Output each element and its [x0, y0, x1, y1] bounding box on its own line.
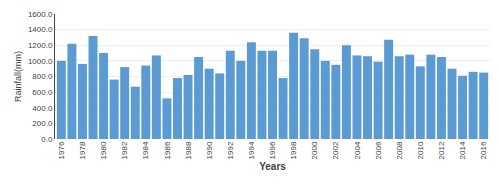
- svg-text:1400.0: 1400.0: [28, 25, 53, 34]
- svg-text:1990: 1990: [205, 141, 214, 159]
- svg-text:600.0: 600.0: [32, 88, 53, 97]
- svg-text:1980: 1980: [99, 141, 108, 159]
- svg-text:2006: 2006: [374, 141, 383, 159]
- svg-text:2004: 2004: [353, 141, 362, 159]
- svg-text:1978: 1978: [78, 141, 87, 159]
- svg-text:200.0: 200.0: [32, 119, 53, 128]
- svg-text:1998: 1998: [289, 141, 298, 159]
- svg-text:1984: 1984: [141, 141, 150, 159]
- svg-text:0.0: 0.0: [41, 135, 53, 144]
- svg-text:1000.0: 1000.0: [28, 57, 53, 66]
- svg-text:Rainfall(mm): Rainfall(mm): [13, 51, 23, 102]
- svg-text:1986: 1986: [163, 141, 172, 159]
- svg-text:1996: 1996: [268, 141, 277, 159]
- svg-text:2002: 2002: [331, 141, 340, 159]
- svg-text:800.0: 800.0: [32, 72, 53, 81]
- svg-text:1988: 1988: [184, 141, 193, 159]
- svg-text:1600.0: 1600.0: [28, 10, 53, 19]
- svg-text:2000: 2000: [310, 141, 319, 159]
- svg-text:1994: 1994: [247, 141, 256, 159]
- svg-text:2010: 2010: [416, 141, 425, 159]
- svg-text:2016: 2016: [479, 141, 488, 159]
- svg-text:Years: Years: [259, 161, 286, 172]
- svg-text:1200.0: 1200.0: [28, 41, 53, 50]
- svg-text:2012: 2012: [437, 141, 446, 159]
- svg-text:1992: 1992: [226, 141, 235, 159]
- svg-text:1982: 1982: [120, 141, 129, 159]
- svg-text:400.0: 400.0: [32, 104, 53, 113]
- svg-text:2014: 2014: [458, 141, 467, 159]
- svg-text:1976: 1976: [57, 141, 66, 159]
- svg-text:2008: 2008: [395, 141, 404, 159]
